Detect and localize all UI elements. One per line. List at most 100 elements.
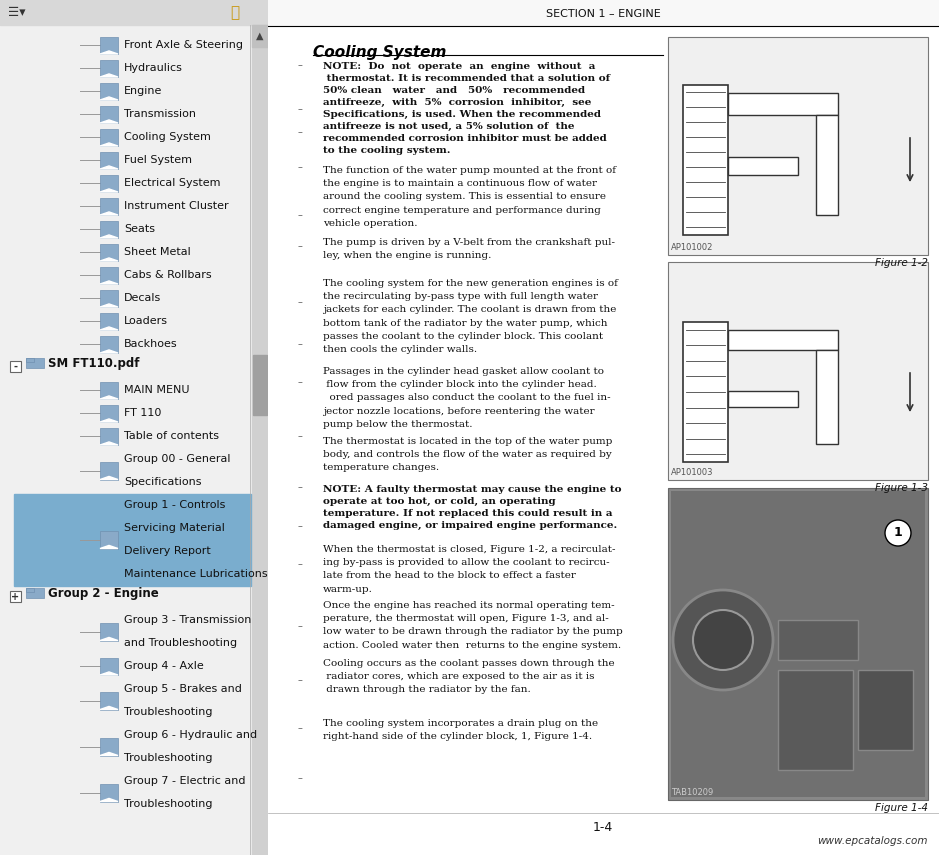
Bar xyxy=(0,0,268,25)
Text: perature, the thermostat will open, Figure 1-3, and al-: perature, the thermostat will open, Figu… xyxy=(323,614,608,623)
Text: and Troubleshooting: and Troubleshooting xyxy=(124,639,238,648)
Text: Hydraulics: Hydraulics xyxy=(124,63,183,74)
Text: late from the head to the block to effect a faster: late from the head to the block to effec… xyxy=(323,571,576,581)
Polygon shape xyxy=(100,189,118,192)
Text: Seats: Seats xyxy=(124,224,155,234)
Text: –: – xyxy=(298,621,302,631)
Text: Group 6 - Hydraulic and: Group 6 - Hydraulic and xyxy=(124,730,257,740)
Bar xyxy=(100,336,118,353)
Bar xyxy=(26,588,34,593)
Text: –: – xyxy=(298,162,302,173)
Text: –: – xyxy=(298,675,302,686)
Text: Specifications: Specifications xyxy=(124,477,202,487)
Polygon shape xyxy=(100,638,118,640)
Text: bottom tank of the radiator by the water pump, which: bottom tank of the radiator by the water… xyxy=(323,319,608,327)
Text: Figure 1-4: Figure 1-4 xyxy=(875,803,928,813)
Text: Troubleshooting: Troubleshooting xyxy=(124,799,212,810)
Bar xyxy=(100,221,118,238)
Text: –: – xyxy=(298,431,302,441)
Bar xyxy=(100,129,118,146)
Text: The function of the water pump mounted at the front of: The function of the water pump mounted a… xyxy=(323,166,616,175)
Text: around the cooling system. This is essential to ensure: around the cooling system. This is essen… xyxy=(323,192,606,202)
Polygon shape xyxy=(100,258,118,261)
Text: Troubleshooting: Troubleshooting xyxy=(124,707,212,717)
Text: SM FT110.pdf: SM FT110.pdf xyxy=(48,357,140,370)
Bar xyxy=(858,670,913,750)
Text: thermostat. It is recommended that a solution of: thermostat. It is recommended that a sol… xyxy=(323,74,610,83)
Text: Maintenance Lubrications: Maintenance Lubrications xyxy=(124,569,268,580)
Bar xyxy=(26,358,44,369)
Text: jackets for each cylinder. The coolant is drawn from the: jackets for each cylinder. The coolant i… xyxy=(323,305,616,315)
Circle shape xyxy=(693,610,753,670)
Polygon shape xyxy=(100,545,118,549)
Polygon shape xyxy=(100,281,118,284)
Text: The pump is driven by a V-belt from the crankshaft pul-: The pump is driven by a V-belt from the … xyxy=(323,238,615,247)
Bar xyxy=(100,657,118,675)
Polygon shape xyxy=(100,97,118,100)
Text: radiator cores, which are exposed to the air as it is: radiator cores, which are exposed to the… xyxy=(323,672,594,681)
Bar xyxy=(100,382,118,399)
Bar xyxy=(728,93,838,115)
Text: The cooling system incorporates a drain plug on the: The cooling system incorporates a drain … xyxy=(323,719,598,728)
Text: Cooling occurs as the coolant passes down through the: Cooling occurs as the coolant passes dow… xyxy=(323,659,615,668)
Bar xyxy=(10,362,21,373)
Polygon shape xyxy=(100,706,118,710)
Text: AP101003: AP101003 xyxy=(671,468,714,477)
Bar xyxy=(671,491,925,797)
Text: Group 5 - Brakes and: Group 5 - Brakes and xyxy=(124,684,242,694)
Text: Group 7 - Electric and: Group 7 - Electric and xyxy=(124,776,245,787)
Text: Figure 1-3: Figure 1-3 xyxy=(875,483,928,493)
Bar xyxy=(252,25,268,47)
Bar xyxy=(816,115,838,215)
Bar xyxy=(100,428,118,445)
Text: ing by-pass is provided to allow the coolant to recircu-: ing by-pass is provided to allow the coo… xyxy=(323,558,609,567)
Bar xyxy=(100,267,118,284)
Text: AP101002: AP101002 xyxy=(671,243,714,252)
Text: -: - xyxy=(13,362,18,372)
Text: The cooling system for the new generation engines is of: The cooling system for the new generatio… xyxy=(323,279,618,288)
Text: Group 00 - General: Group 00 - General xyxy=(124,454,230,464)
Bar xyxy=(253,355,267,415)
Text: 1: 1 xyxy=(894,527,902,540)
Polygon shape xyxy=(100,327,118,330)
Text: body, and controls the flow of the water as required by: body, and controls the flow of the water… xyxy=(323,451,611,459)
Bar xyxy=(268,0,939,25)
Text: ☰▾: ☰▾ xyxy=(8,7,25,20)
Bar xyxy=(816,350,838,444)
Bar xyxy=(252,25,268,855)
Text: flow from the cylinder block into the cylinder head.: flow from the cylinder block into the cy… xyxy=(323,380,597,389)
Text: –: – xyxy=(298,104,302,115)
Text: Troubleshooting: Troubleshooting xyxy=(124,753,212,764)
Bar xyxy=(100,784,118,801)
Text: Instrument Cluster: Instrument Cluster xyxy=(124,202,228,211)
Text: The thermostat is located in the top of the water pump: The thermostat is located in the top of … xyxy=(323,437,612,446)
Bar xyxy=(100,531,118,549)
Text: recommended corrosion inhibitor must be added: recommended corrosion inhibitor must be … xyxy=(323,134,607,143)
Text: –: – xyxy=(298,377,302,387)
Text: Specifications, is used. When the recommended: Specifications, is used. When the recomm… xyxy=(323,110,601,119)
Text: low water to be drawn through the radiator by the pump: low water to be drawn through the radiat… xyxy=(323,628,623,636)
Text: 1-4: 1-4 xyxy=(593,821,613,834)
Bar xyxy=(100,83,118,100)
Text: –: – xyxy=(298,339,302,350)
Text: passes the coolant to the cylinder block. This coolant: passes the coolant to the cylinder block… xyxy=(323,332,603,341)
Bar xyxy=(100,738,118,756)
Text: –: – xyxy=(298,773,302,783)
Text: the recirculating by-pass type with full length water: the recirculating by-pass type with full… xyxy=(323,292,598,301)
Bar xyxy=(100,463,118,480)
Text: Servicing Material: Servicing Material xyxy=(124,523,224,534)
Text: ored passages also conduct the coolant to the fuel in-: ored passages also conduct the coolant t… xyxy=(323,393,610,403)
Text: –: – xyxy=(298,127,302,137)
Text: 🔖: 🔖 xyxy=(230,5,239,21)
Bar xyxy=(100,290,118,307)
Text: Passages in the cylinder head gasket allow coolant to: Passages in the cylinder head gasket all… xyxy=(323,367,604,376)
Text: then cools the cylinder walls.: then cools the cylinder walls. xyxy=(323,345,477,354)
Polygon shape xyxy=(100,396,118,399)
Bar xyxy=(668,262,928,480)
Text: Decals: Decals xyxy=(124,293,162,304)
Bar xyxy=(26,358,34,363)
Polygon shape xyxy=(100,212,118,215)
Text: operate at too hot, or cold, an operating: operate at too hot, or cold, an operatin… xyxy=(323,497,556,506)
Text: Backhoes: Backhoes xyxy=(124,339,177,350)
Text: –: – xyxy=(298,241,302,251)
